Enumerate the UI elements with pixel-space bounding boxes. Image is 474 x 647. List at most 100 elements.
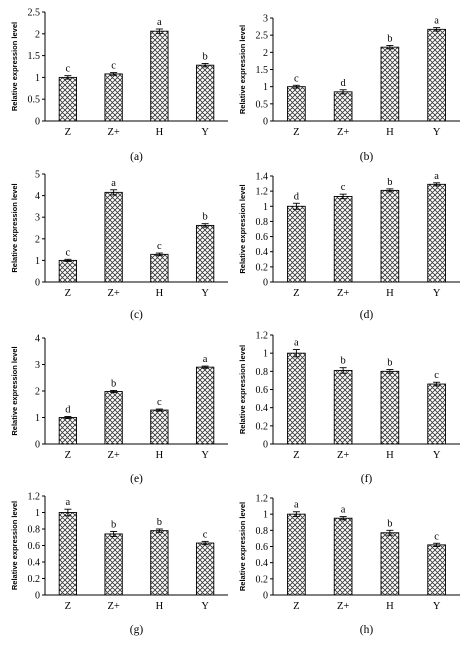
x-tick-label: Y xyxy=(201,288,209,299)
x-tick-label: Z xyxy=(293,127,299,138)
chart-panel: 0 1 2 3 4 5 Relative expression level c Za Z+ c Hb Y… xyxy=(10,170,228,321)
bar xyxy=(58,259,78,283)
y-tick-label: 0.6 xyxy=(28,541,41,552)
significance-letter: a xyxy=(434,171,439,182)
y-tick-label: 0.2 xyxy=(256,421,269,432)
significance-letter: a xyxy=(66,497,71,508)
bar xyxy=(195,542,215,596)
bar xyxy=(150,30,169,122)
bar xyxy=(58,512,78,596)
significance-letter: d xyxy=(65,404,71,415)
y-axis-label: Relative expression level xyxy=(10,22,19,111)
panel-label: (a) xyxy=(130,151,143,163)
x-tick-label: H xyxy=(156,127,164,138)
y-tick-label: 0.4 xyxy=(256,403,269,414)
bar xyxy=(104,391,123,445)
x-tick-label: Z xyxy=(65,127,71,138)
y-tick-label: 0 xyxy=(263,278,268,289)
significance-letter: b xyxy=(111,519,116,530)
significance-letter: b xyxy=(387,358,392,369)
y-tick-label: 5 xyxy=(35,170,40,181)
x-tick-label: Y xyxy=(201,127,209,138)
bar xyxy=(333,517,353,596)
panel-label: (c) xyxy=(130,309,143,321)
bar xyxy=(150,253,169,283)
bar xyxy=(150,409,169,445)
x-tick-label: H xyxy=(156,450,164,461)
x-tick-label: Z xyxy=(65,450,71,461)
y-tick-label: 0.5 xyxy=(256,99,269,110)
y-tick-label: 0 xyxy=(35,117,40,128)
y-tick-label: 0.2 xyxy=(28,574,41,585)
y-tick-label: 4 xyxy=(35,334,40,345)
panel-label: (b) xyxy=(360,151,374,163)
x-tick-label: Z xyxy=(293,450,299,461)
bar xyxy=(104,533,123,596)
y-tick-label: 4 xyxy=(35,191,40,202)
x-tick-label: Y xyxy=(201,601,209,612)
y-tick-label: 0 xyxy=(35,278,40,289)
chart-panel: 0 0.5 1 1.5 2 2.5 Relative expression level c Zc… xyxy=(10,8,228,163)
y-tick-label: 1 xyxy=(263,349,268,360)
chart-panel: 0 0.2 0.4 0.6 0.8 1 1.2 Relative expression lev… xyxy=(238,494,460,636)
x-tick-label: H xyxy=(156,601,164,612)
y-tick-label: 0.4 xyxy=(256,247,269,258)
y-tick-label: 0 xyxy=(35,591,40,602)
panel-label: (f) xyxy=(361,473,373,485)
y-axis-label: Relative expression level xyxy=(238,184,247,273)
x-tick-label: Z+ xyxy=(337,450,349,461)
significance-letter: c xyxy=(203,529,208,540)
significance-letter: b xyxy=(203,51,208,62)
x-tick-label: Z xyxy=(293,288,299,299)
significance-letter: c xyxy=(157,241,162,252)
y-tick-label: 1 xyxy=(35,256,40,267)
significance-letter: d xyxy=(341,78,347,89)
bar xyxy=(287,352,306,445)
significance-letter: b xyxy=(341,356,346,367)
x-tick-label: Z+ xyxy=(107,450,119,461)
x-tick-label: H xyxy=(156,288,164,299)
y-tick-label: 2.5 xyxy=(256,31,269,42)
bar xyxy=(104,191,123,283)
x-tick-label: Z xyxy=(293,601,299,612)
y-tick-label: 3 xyxy=(263,14,268,25)
x-tick-label: Y xyxy=(433,127,441,138)
y-tick-label: 2 xyxy=(263,48,268,59)
x-tick-label: Z+ xyxy=(337,288,349,299)
significance-letter: b xyxy=(387,33,392,44)
y-tick-label: 2 xyxy=(35,387,40,398)
bar xyxy=(380,532,400,596)
y-tick-label: 0 xyxy=(35,440,40,451)
y-tick-label: 1 xyxy=(263,202,268,213)
significance-letter: c xyxy=(66,247,71,258)
y-tick-label: 0.8 xyxy=(28,525,41,536)
y-tick-label: 1.5 xyxy=(256,65,269,76)
significance-letter: a xyxy=(341,505,346,516)
x-tick-label: Z+ xyxy=(107,127,119,138)
bar xyxy=(380,46,400,122)
bar xyxy=(427,383,446,445)
chart-panel: 0 0.2 0.4 0.6 0.8 1 1.2 Relative expression lev… xyxy=(238,331,460,485)
y-tick-label: 0.4 xyxy=(256,558,269,569)
bar xyxy=(380,370,400,445)
bar xyxy=(380,189,400,283)
y-tick-label: 3 xyxy=(35,360,40,371)
y-tick-label: 0.8 xyxy=(256,217,269,228)
y-axis-label: Relative expression level xyxy=(10,183,19,272)
panel-label: (e) xyxy=(130,473,143,485)
x-tick-label: Z xyxy=(65,288,71,299)
chart-panel: 0 0.2 0.4 0.6 0.8 1 1.2 Relative expression lev… xyxy=(10,492,228,636)
bar xyxy=(150,530,169,596)
y-tick-label: 0.6 xyxy=(256,385,269,396)
x-tick-label: Y xyxy=(433,450,441,461)
y-axis-label: Relative expression level xyxy=(10,346,19,435)
significance-letter: a xyxy=(294,338,299,349)
significance-letter: a xyxy=(157,17,162,28)
significance-letter: c xyxy=(434,531,439,542)
y-tick-label: 1 xyxy=(263,82,268,93)
x-tick-label: Z+ xyxy=(337,127,349,138)
y-tick-label: 1.2 xyxy=(28,492,41,503)
chart-panel: 0 1 2 3 4 Relative expression level d Zb Z+ c Ha Y (… xyxy=(10,334,228,485)
y-axis-label: Relative expression level xyxy=(238,25,247,114)
